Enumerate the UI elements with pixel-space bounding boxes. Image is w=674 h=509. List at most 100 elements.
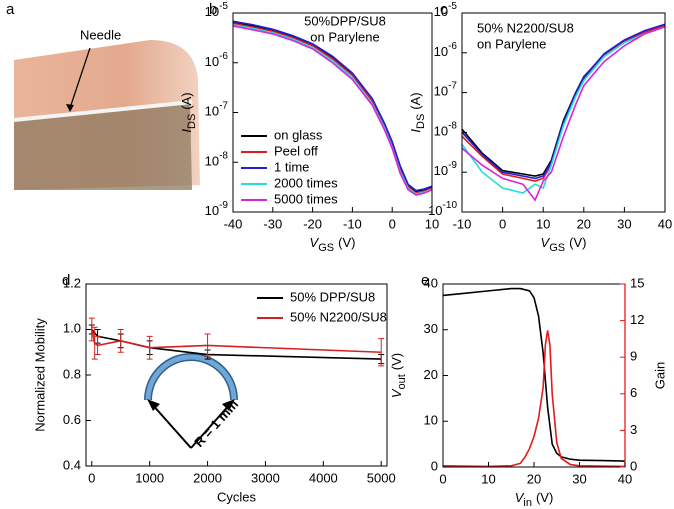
x-tick-label: 40 bbox=[618, 471, 632, 486]
y-tick-label: 40 bbox=[424, 275, 438, 290]
y2-tick-label: 0 bbox=[630, 458, 637, 473]
panel-label: e bbox=[421, 272, 429, 289]
x-tick-label: 20 bbox=[527, 471, 541, 486]
x-tick-label: 0 bbox=[389, 216, 396, 231]
y2-tick-label: 15 bbox=[630, 275, 644, 290]
label-sub: out bbox=[396, 374, 408, 389]
tick-base: 10 bbox=[434, 4, 448, 19]
x-tick-label: 3000 bbox=[251, 470, 280, 485]
tick-base: 1.0 bbox=[63, 321, 81, 336]
y-tick-label: 10 bbox=[424, 413, 438, 428]
series-line bbox=[232, 22, 433, 194]
label-main: I bbox=[179, 129, 194, 133]
label-sub: in bbox=[523, 497, 532, 509]
annotation: R = 1 mm bbox=[191, 397, 241, 450]
series-line bbox=[442, 330, 626, 468]
label-rest: (V) bbox=[389, 353, 404, 370]
axis-label: VGS (V) bbox=[541, 235, 587, 253]
errorbar bbox=[91, 326, 98, 360]
label-rest: (A) bbox=[408, 92, 423, 109]
errorbar bbox=[146, 335, 153, 360]
axis-label: IDS (A) bbox=[408, 92, 426, 132]
legend-label: 2000 times bbox=[274, 175, 338, 190]
annotation: 50%DPP/SU8 bbox=[304, 13, 386, 28]
x-tick-label: 0 bbox=[88, 470, 95, 485]
y-tick-label: 10-7 bbox=[205, 100, 229, 119]
y-tick-label: 10-8 bbox=[434, 120, 458, 139]
tick-exponent: -9 bbox=[219, 200, 228, 211]
axis-label: Normalized Mobility bbox=[32, 318, 47, 432]
arrow bbox=[69, 47, 91, 109]
tick-exponent: -8 bbox=[219, 150, 228, 161]
x-tick-label: 10 bbox=[536, 216, 550, 231]
tick-exponent: -7 bbox=[219, 100, 228, 111]
tick-base: 10 bbox=[434, 84, 448, 99]
y2-tick-label: 12 bbox=[630, 312, 644, 327]
y-tick-label: 10-5 bbox=[205, 1, 229, 20]
tick-exponent: -6 bbox=[219, 50, 228, 61]
label-sub: DS bbox=[415, 114, 427, 129]
x-tick-label: 40 bbox=[658, 216, 672, 231]
tick-exponent: -9 bbox=[448, 160, 457, 171]
label-rest: (V) bbox=[536, 490, 553, 505]
annotation: on Parylene bbox=[477, 36, 546, 51]
plot-frame bbox=[442, 283, 626, 468]
x-tick-label: 0 bbox=[499, 216, 506, 231]
tick-base: 10 bbox=[434, 164, 448, 179]
tick-base: 10 bbox=[205, 104, 219, 119]
label-main: V bbox=[515, 490, 525, 505]
legend-label: 5000 times bbox=[274, 191, 338, 206]
label-sub: GS bbox=[549, 242, 565, 254]
tick-exponent: -5 bbox=[448, 1, 457, 12]
label-rest: (A) bbox=[179, 92, 194, 109]
y-tick-label: 1.0 bbox=[63, 321, 81, 336]
panel-label: c bbox=[440, 1, 448, 18]
tick-base: 10 bbox=[434, 44, 448, 59]
x-tick-label: 2000 bbox=[193, 470, 222, 485]
tick-exponent: -6 bbox=[448, 40, 457, 51]
label-main: V bbox=[310, 235, 320, 250]
y2-tick-label: 3 bbox=[630, 422, 637, 437]
y-tick-label: 10-5 bbox=[434, 1, 458, 20]
errorbar bbox=[94, 335, 101, 356]
legend-label: 50% N2200/SU8 bbox=[290, 309, 387, 324]
tick-exponent: -10 bbox=[443, 200, 458, 211]
legend-label: Peel off bbox=[274, 143, 318, 158]
axis-label: VGS (V) bbox=[310, 235, 356, 253]
series-line bbox=[91, 329, 382, 354]
photo: Needle a bbox=[6, 1, 200, 190]
x-tick-label: 1000 bbox=[135, 470, 164, 485]
label-rest: (V) bbox=[569, 235, 586, 250]
annotation: 50% N2200/SU8 bbox=[477, 20, 574, 35]
errorbar bbox=[204, 333, 211, 358]
photo-annotation: Needle bbox=[80, 27, 121, 42]
y-tick-label: 20 bbox=[424, 367, 438, 382]
tick-exponent: -5 bbox=[219, 1, 228, 12]
axis-label: Vout (V) bbox=[389, 353, 407, 398]
x-tick-label: 10 bbox=[425, 216, 439, 231]
arrow-head bbox=[66, 104, 74, 112]
x-tick-label: -30 bbox=[263, 216, 282, 231]
series-line bbox=[461, 23, 666, 180]
x-tick-label: 20 bbox=[577, 216, 591, 231]
x-tick-label: -10 bbox=[453, 216, 472, 231]
annotation: on Parylene bbox=[310, 29, 379, 44]
x-tick-label: -10 bbox=[343, 216, 362, 231]
errorbar bbox=[117, 329, 124, 353]
y-tick-label: 10-6 bbox=[205, 50, 229, 69]
panel-label: b bbox=[209, 1, 217, 18]
panel-label: a bbox=[6, 1, 15, 18]
y-tick-label: 10-10 bbox=[428, 200, 457, 219]
series-line bbox=[232, 23, 433, 195]
series-line bbox=[232, 25, 433, 196]
y-tick-label: 10-8 bbox=[205, 150, 229, 169]
series-line bbox=[232, 21, 433, 193]
needle bbox=[13, 100, 193, 122]
plot-frame bbox=[461, 12, 666, 213]
x-tick-label: 10 bbox=[481, 471, 495, 486]
legend-label: 1 time bbox=[274, 159, 309, 174]
axis-label: IDS (A) bbox=[179, 92, 197, 132]
tick-exponent: -7 bbox=[448, 80, 457, 91]
series-line bbox=[442, 287, 626, 462]
